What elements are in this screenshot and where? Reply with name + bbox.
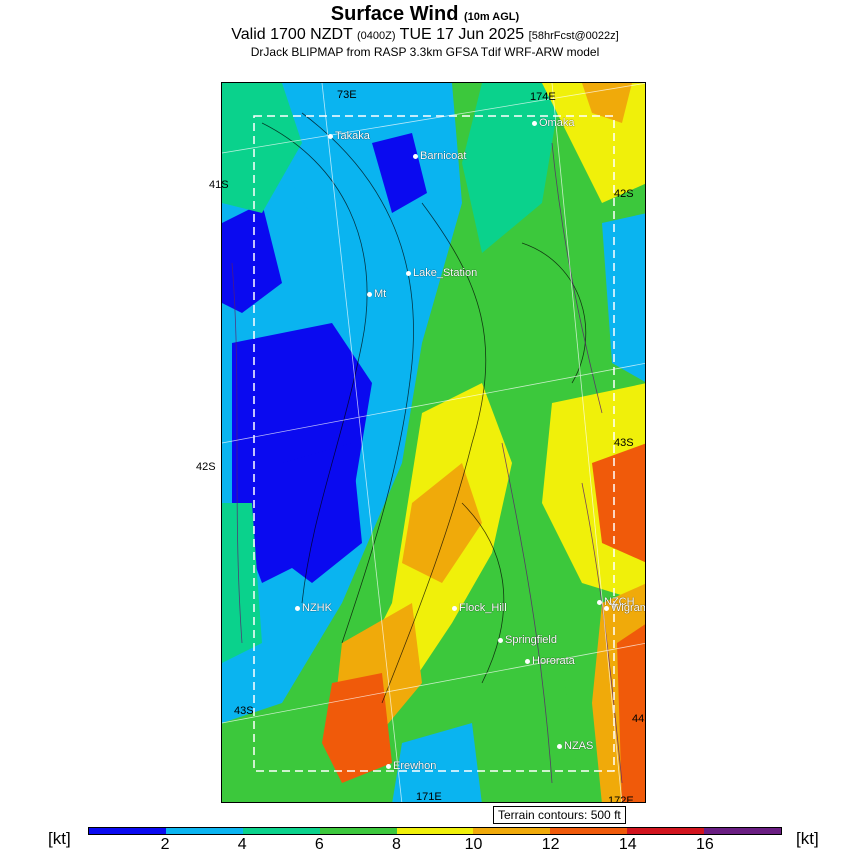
place-label: Erewhon: [385, 760, 437, 772]
wind-map: 73E 174E 42S 43S 43S 44S 171E 172E Omaka…: [221, 82, 646, 803]
place-label: NZCH: [597, 596, 635, 608]
model-description: DrJack BLIPMAP from RASP 3.3km GFSA Tdif…: [250, 45, 600, 59]
wind-field: [222, 83, 645, 802]
grid-label: 41S: [209, 179, 229, 191]
place-label: Hororata: [525, 655, 575, 667]
colorbar-tick-label: 8: [391, 836, 401, 853]
place-label: Mt: [366, 288, 387, 300]
grid-label: 171E: [416, 791, 442, 803]
colorbar-swatch: [165, 828, 243, 834]
colorbar-tick-label: 10: [464, 836, 483, 853]
colorbar-swatch: [473, 828, 551, 834]
place-label: Barnicoat: [412, 150, 467, 162]
grid-label: 42S: [196, 461, 216, 473]
colorbar-swatch: [627, 828, 705, 834]
colorbar: [88, 827, 782, 835]
colorbar-swatch: [704, 828, 782, 834]
terrain-contour-note: Terrain contours: 500 ft: [493, 806, 626, 824]
colorbar-swatch: [89, 828, 166, 834]
place-label: Wigram: [604, 602, 645, 614]
grid-label: 43S: [234, 705, 254, 717]
valid-time: Valid 1700 NZDT (0400Z) TUE 17 Jun 2025 …: [231, 26, 619, 43]
colorbar-unit-right: [kt]: [796, 829, 819, 848]
colorbar-tick-label: 6: [314, 836, 324, 853]
colorbar-tick-label: 12: [541, 836, 560, 853]
place-label: Flock_Hill: [452, 602, 507, 614]
colorbar-swatch: [396, 828, 474, 834]
place-label: NZAS: [556, 740, 594, 752]
grid-label: 174E: [530, 91, 556, 103]
colorbar-swatch: [550, 828, 628, 834]
place-label: Omaka: [531, 117, 575, 129]
grid-label: 43S: [614, 437, 634, 449]
place-label: NZHK: [295, 602, 332, 614]
colorbar-tick-label: 16: [695, 836, 714, 853]
grid-label: 73E: [337, 89, 357, 101]
colorbar-unit-left: [kt]: [48, 829, 71, 848]
place-label: Springfield: [498, 634, 557, 646]
map-title: Surface Wind (10m AGL): [330, 3, 520, 25]
grid-label: 42S: [614, 188, 634, 200]
colorbar-tick-label: 2: [160, 836, 170, 853]
place-label: Takaka: [328, 130, 370, 142]
colorbar-tick-label: 4: [237, 836, 247, 853]
colorbar-swatch: [242, 828, 320, 834]
grid-label: 44S: [632, 713, 645, 725]
colorbar-tick-label: 14: [618, 836, 637, 853]
place-label: Lake_Station: [405, 267, 478, 279]
colorbar-swatch: [319, 828, 397, 834]
grid-label: 172E: [608, 795, 634, 803]
